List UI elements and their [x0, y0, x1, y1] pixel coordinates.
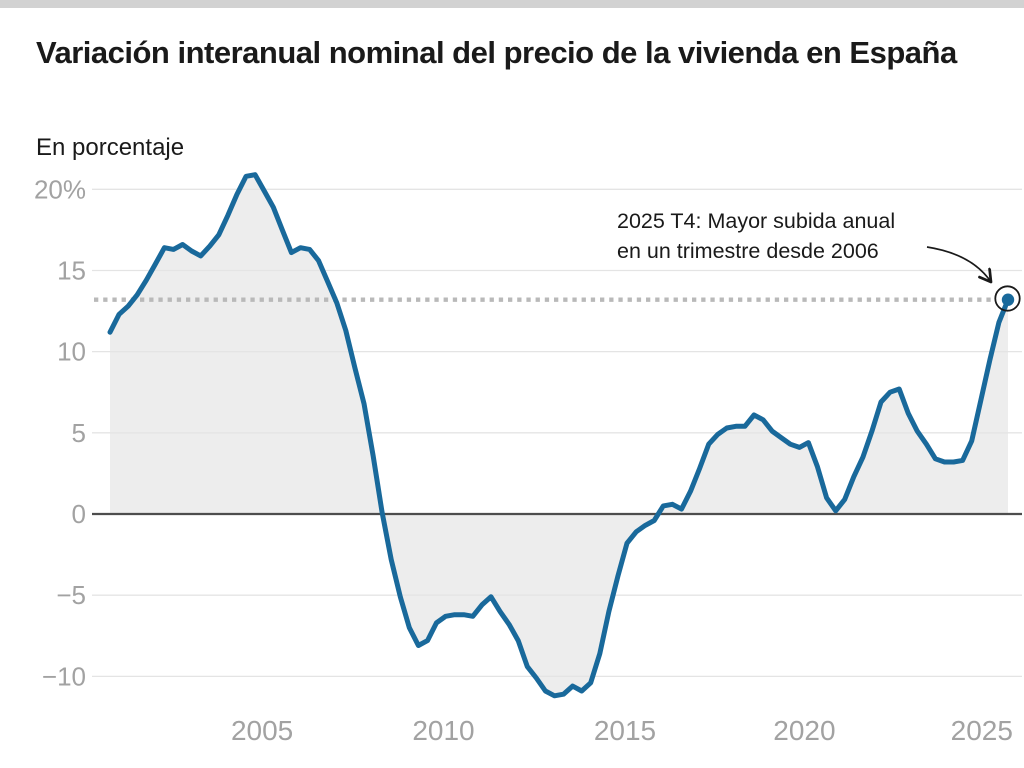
annotation-arrow: [926, 246, 991, 282]
chart-subtitle: En porcentaje: [36, 134, 185, 161]
y-axis-label: −10: [42, 661, 86, 691]
series-line: [107, 172, 1011, 699]
axis-labels-group: 20% 15 10 5 0 −5 −10 2005 2010 2015 2020 2025: [34, 174, 1013, 746]
y-axis-label: 10: [57, 337, 86, 367]
endpoint-dot: [1001, 293, 1015, 306]
y-axis-label: 20%: [34, 174, 86, 204]
y-axis-label: 0: [72, 499, 86, 529]
x-axis-label: 2025: [951, 715, 1013, 746]
series-area-group: [110, 174, 1008, 696]
series-area: [110, 174, 1008, 696]
x-axis-label: 2010: [412, 715, 474, 746]
gridlines-group: [92, 188, 1022, 678]
top-divider-bar: [0, 0, 1024, 8]
y-axis-label: 15: [57, 256, 86, 286]
y-axis-label: −5: [56, 580, 86, 610]
endpoint-marker-group: [994, 285, 1021, 312]
x-axis-label: 2015: [594, 715, 656, 746]
annotation-callout: 2025 T4: Mayor subida anual en un trimes…: [617, 207, 895, 266]
series-line-group: [107, 172, 1011, 699]
x-axis-label: 2020: [773, 715, 835, 746]
annotation-line2: en un trimestre desde 2006: [617, 238, 879, 263]
page-title: Variación interanual nominal del precio …: [36, 34, 957, 70]
endpoint-highlight-ring: [994, 285, 1021, 312]
y-axis-label: 5: [72, 418, 86, 448]
annotation-line1: 2025 T4: Mayor subida anual: [617, 209, 896, 233]
x-axis-label: 2005: [231, 715, 293, 746]
